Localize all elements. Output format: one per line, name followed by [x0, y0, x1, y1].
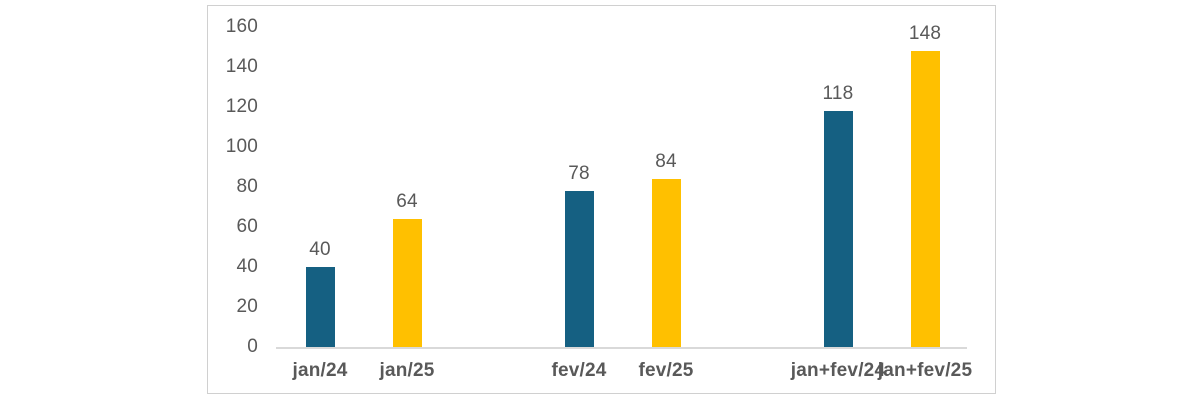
bar-jan-25 [392, 219, 422, 347]
data-label: 40 [309, 239, 331, 260]
y-axis-tick-label: 140 [225, 56, 258, 77]
bar-fev-24 [564, 191, 594, 347]
bar-jan-fev-25 [910, 51, 940, 347]
y-axis-tick-label: 80 [236, 176, 258, 197]
x-axis-category-label: jan/24 [292, 360, 348, 381]
x-axis-category-label: fev/25 [638, 360, 694, 381]
y-axis-tick-label: 0 [247, 336, 258, 357]
data-label: 64 [396, 191, 418, 212]
x-axis-line [276, 347, 967, 349]
bar-jan-fev-24 [823, 111, 853, 347]
chart-panel: 0 20 40 60 80 100 120 140 160 40 64 78 84 118 148 jan/2… [207, 5, 996, 394]
x-axis-category-label: jan/25 [379, 360, 435, 381]
data-label: 84 [655, 151, 677, 172]
bar-jan-24 [305, 267, 335, 347]
data-label: 118 [822, 83, 854, 104]
y-axis-tick-label: 160 [225, 16, 258, 37]
plot-area: 0 20 40 60 80 100 120 140 160 40 64 78 84 118 148 jan/2… [208, 6, 995, 393]
x-axis-category-label: jan+fev/25 [877, 360, 973, 381]
data-label: 148 [908, 23, 942, 44]
y-axis-tick-label: 100 [225, 136, 258, 157]
data-label: 78 [568, 163, 590, 184]
y-axis-tick-label: 120 [225, 96, 258, 117]
x-axis-category-label: fev/24 [551, 360, 607, 381]
bar-fev-25 [651, 179, 681, 347]
x-axis-category-label: jan+fev/24 [790, 360, 886, 381]
y-axis-tick-label: 20 [236, 296, 258, 317]
y-axis-tick-label: 60 [236, 216, 258, 237]
y-axis-tick-label: 40 [236, 256, 258, 277]
